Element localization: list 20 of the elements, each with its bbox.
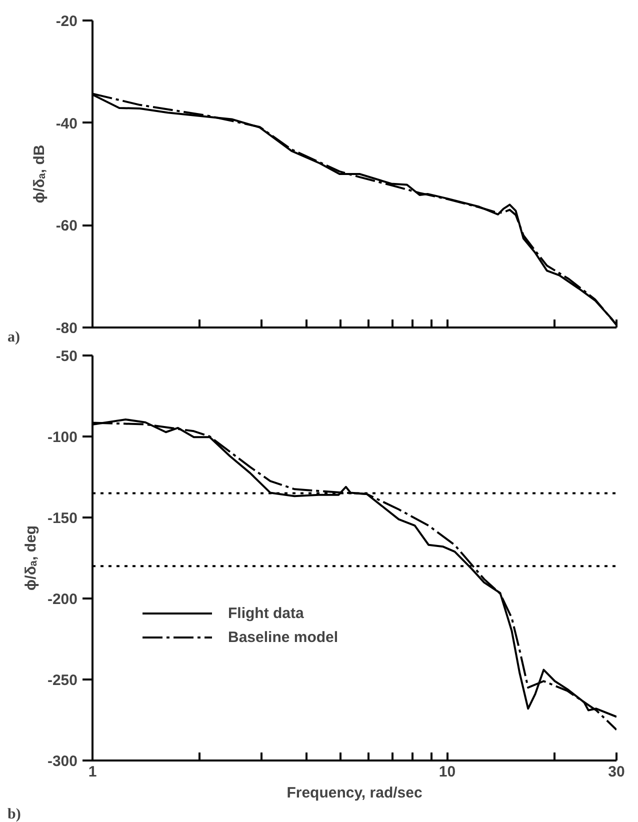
y-tick-label: -60 [56,218,78,235]
y-tick-label: -250 [47,672,78,689]
legend-label: Baseline model [228,628,338,646]
y-tick-label: -80 [56,320,78,337]
text: a) [8,330,20,346]
y-tick-label: -40 [56,115,78,132]
x-axis-title: Frequency, rad/sec [286,784,422,802]
x-tick-label: 30 [608,764,625,780]
y-tick-label: -100 [47,429,78,446]
y-tick-label: -150 [47,510,78,527]
y-tick-label: -300 [47,753,78,770]
x-tick-label: 1 [88,764,97,780]
y-tick-label: -50 [56,348,78,365]
y-axis-title: ϕ/δₐ, dB [30,144,48,204]
y-tick-label: -20 [56,13,78,30]
y-axis-title: ϕ/δₐ, deg [22,525,40,591]
legend-label: Flight data [228,604,304,622]
text: b) [8,806,21,822]
y-tick-label: -200 [47,591,78,608]
x-tick-label: 10 [438,764,456,780]
